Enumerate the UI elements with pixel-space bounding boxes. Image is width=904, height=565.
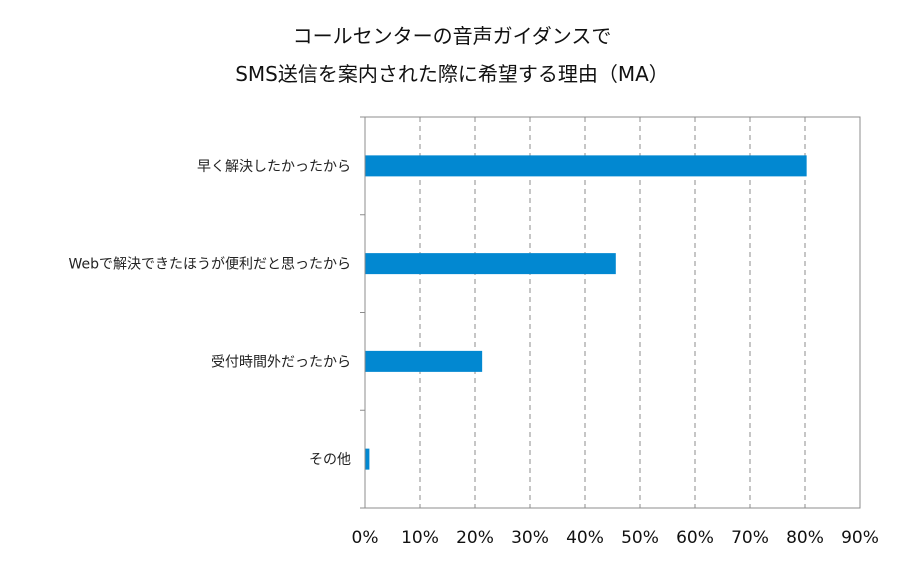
chart-title-line-2: SMS送信を案内された際に希望する理由（MA） [235, 62, 669, 86]
bar [365, 253, 616, 275]
category-label: 早く解決したかったから [197, 159, 351, 175]
x-tick-label: 20% [456, 528, 494, 548]
x-tick-label: 10% [401, 528, 439, 548]
x-tick-label: 50% [621, 528, 659, 548]
x-tick-label: 0% [352, 528, 379, 548]
x-tick-label: 90% [841, 528, 879, 548]
bar [365, 350, 483, 372]
category-label: Webで解決できたほうが便利だと思ったから [68, 257, 351, 273]
chart-title-line-1: コールセンターの音声ガイダンスで [292, 24, 612, 48]
category-label: 受付時間外だったから [211, 354, 351, 370]
bar [365, 155, 807, 177]
x-tick-label: 40% [566, 528, 604, 548]
x-tick-label: 80% [786, 528, 824, 548]
bar [365, 448, 370, 470]
x-tick-label: 70% [731, 528, 769, 548]
category-label: その他 [309, 452, 351, 468]
x-tick-label: 60% [676, 528, 714, 548]
x-tick-label: 30% [511, 528, 549, 548]
